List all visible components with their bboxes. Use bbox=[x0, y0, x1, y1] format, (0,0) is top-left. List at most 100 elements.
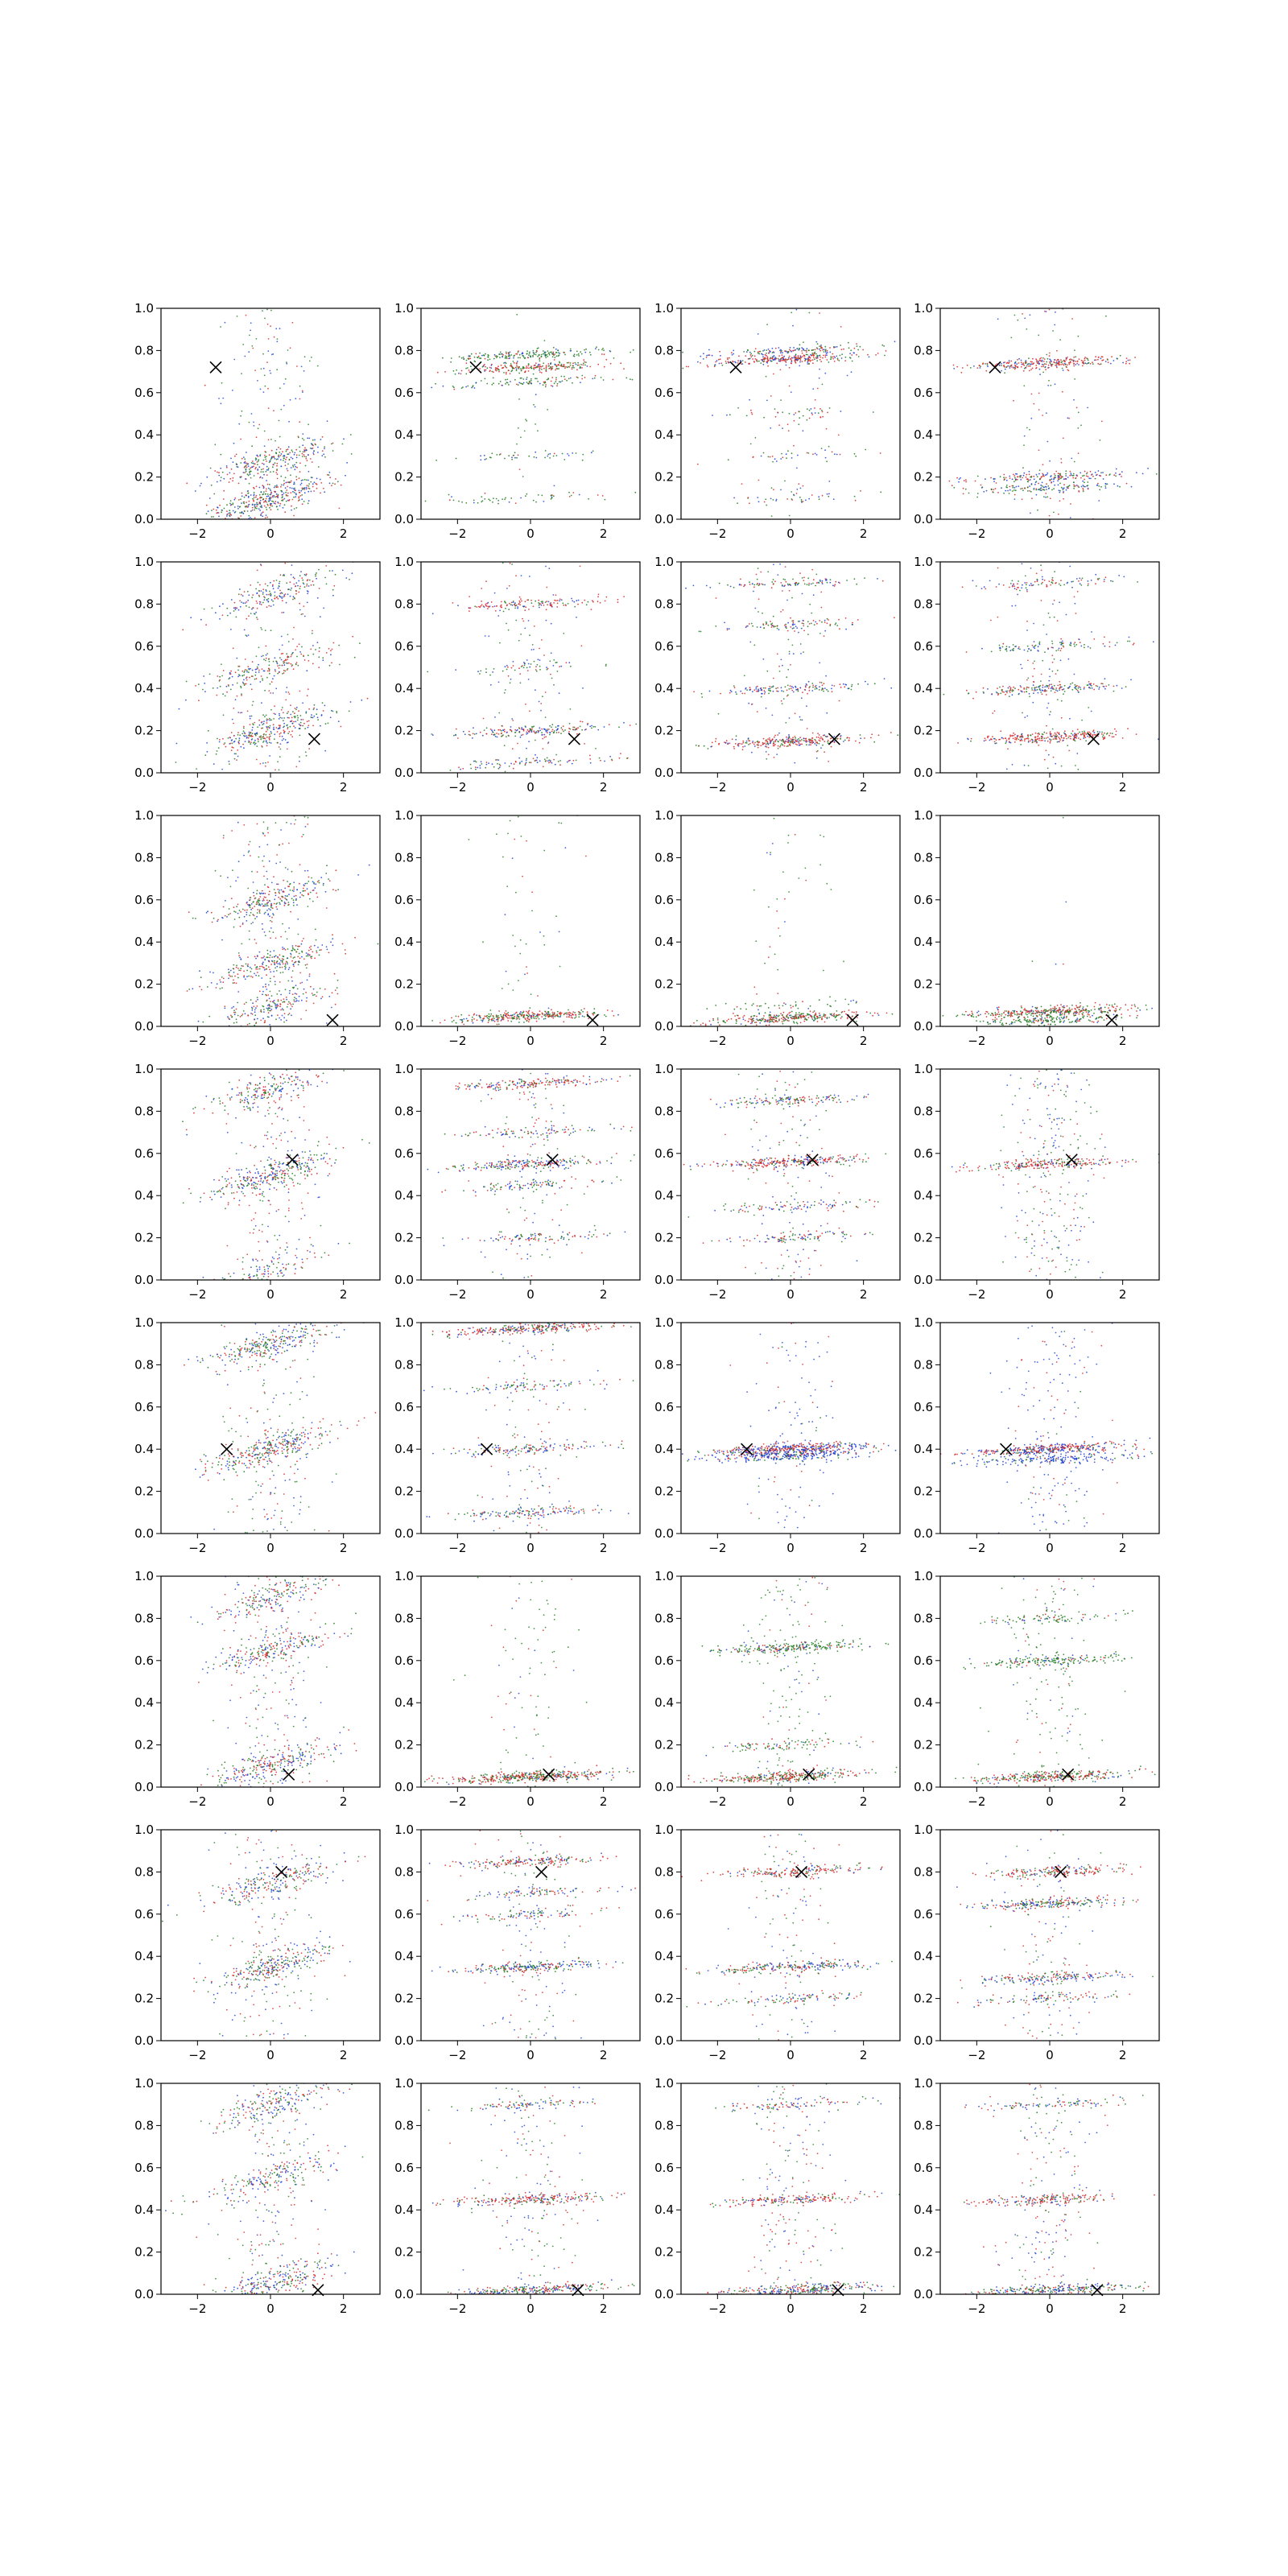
scatter-point bbox=[312, 708, 315, 711]
scatter-point bbox=[1048, 514, 1051, 517]
scatter-point bbox=[788, 589, 791, 592]
scatter-point bbox=[237, 482, 240, 485]
scatter-point bbox=[262, 670, 265, 672]
scatter-point bbox=[511, 366, 513, 368]
scatter-point bbox=[786, 359, 787, 361]
scatter-point bbox=[306, 485, 308, 487]
scatter-point bbox=[543, 340, 546, 341]
scatter-point bbox=[260, 564, 262, 567]
scatter-point bbox=[1028, 470, 1030, 473]
scatter-point bbox=[643, 754, 645, 756]
scatter-point bbox=[774, 741, 777, 743]
scatter-point bbox=[715, 625, 717, 627]
scatter-point bbox=[840, 734, 842, 737]
scatter-point bbox=[1018, 362, 1020, 364]
scatter-point bbox=[244, 683, 246, 685]
scatter-point bbox=[757, 740, 759, 742]
scatter-point bbox=[244, 465, 246, 468]
scatter-point bbox=[514, 456, 516, 459]
scatter-point bbox=[752, 741, 754, 742]
scatter-point bbox=[817, 733, 819, 734]
scatter-point bbox=[1095, 474, 1097, 477]
scatter-point bbox=[528, 367, 530, 369]
scatter-point bbox=[786, 736, 787, 738]
scatter-point bbox=[485, 766, 487, 769]
scatter-point bbox=[284, 464, 287, 467]
scatter-point bbox=[431, 386, 433, 389]
scatter-point bbox=[539, 360, 541, 362]
scatter-point bbox=[332, 594, 334, 597]
scatter-point bbox=[1060, 364, 1062, 365]
scatter-point bbox=[785, 361, 787, 363]
scatter-point bbox=[475, 382, 477, 384]
scatter-point bbox=[757, 746, 759, 749]
scatter-point bbox=[305, 754, 308, 757]
scatter-point bbox=[1135, 472, 1137, 473]
scatter-point bbox=[246, 671, 248, 673]
scatter-point bbox=[1016, 478, 1018, 481]
scatter-point bbox=[545, 365, 547, 366]
scatter-point bbox=[244, 670, 246, 672]
scatter-point bbox=[509, 562, 511, 564]
scatter-point bbox=[552, 351, 555, 353]
scatter-point bbox=[565, 605, 567, 606]
scatter-point bbox=[555, 600, 557, 601]
scatter-point bbox=[546, 668, 548, 671]
scatter-point bbox=[266, 727, 268, 729]
scatter-point bbox=[275, 493, 278, 495]
scatter-point bbox=[306, 585, 308, 587]
scatter-point bbox=[270, 595, 272, 597]
scatter-point bbox=[588, 754, 591, 757]
scatter-point bbox=[299, 734, 301, 737]
scatter-point bbox=[493, 353, 496, 356]
scatter-point bbox=[247, 497, 250, 498]
scatter-point bbox=[1058, 489, 1060, 492]
scatter-point bbox=[462, 357, 464, 358]
scatter-point bbox=[518, 603, 520, 605]
scatter-point bbox=[296, 466, 298, 469]
scatter-point bbox=[830, 356, 832, 357]
scatter-point bbox=[231, 718, 233, 720]
scatter-point bbox=[268, 737, 270, 740]
scatter-point bbox=[295, 465, 297, 468]
scatter-point bbox=[1082, 487, 1084, 489]
scatter-point bbox=[510, 726, 512, 728]
scatter-point bbox=[542, 602, 544, 605]
scatter-point bbox=[458, 372, 460, 374]
scatter-point bbox=[280, 709, 283, 711]
scatter-point bbox=[775, 498, 778, 501]
scatter-point bbox=[1030, 393, 1033, 395]
scatter-point bbox=[1068, 358, 1071, 361]
scatter-point bbox=[469, 357, 472, 360]
scatter-point bbox=[1107, 359, 1108, 361]
scatter-point bbox=[536, 663, 539, 666]
scatter-point bbox=[215, 509, 217, 511]
scatter-point bbox=[489, 499, 491, 502]
scatter-point bbox=[221, 675, 223, 677]
scatter-point bbox=[561, 380, 564, 382]
scatter-point bbox=[217, 471, 218, 473]
scatter-point bbox=[511, 718, 514, 720]
scatter-point bbox=[776, 362, 778, 365]
scatter-point bbox=[204, 683, 206, 684]
scatter-point bbox=[492, 377, 494, 379]
scatter-point bbox=[850, 371, 852, 374]
scatter-point bbox=[709, 587, 712, 588]
scatter-point bbox=[259, 497, 261, 499]
scatter-point bbox=[1054, 383, 1056, 386]
scatter-point bbox=[217, 737, 218, 740]
scatter-point bbox=[545, 357, 547, 359]
scatter-point bbox=[298, 497, 300, 499]
scatter-point bbox=[204, 384, 206, 386]
scatter-point bbox=[1050, 361, 1052, 362]
scatter-point bbox=[272, 601, 274, 602]
scatter-point bbox=[853, 452, 856, 455]
scatter-point bbox=[479, 731, 481, 733]
scatter-point bbox=[218, 515, 220, 518]
scatter-point bbox=[203, 608, 205, 610]
scatter-point bbox=[1009, 489, 1011, 491]
scatter-point bbox=[1098, 485, 1100, 487]
scatter-point bbox=[605, 663, 607, 666]
scatter-point bbox=[258, 486, 261, 489]
scatter-point bbox=[493, 734, 495, 736]
